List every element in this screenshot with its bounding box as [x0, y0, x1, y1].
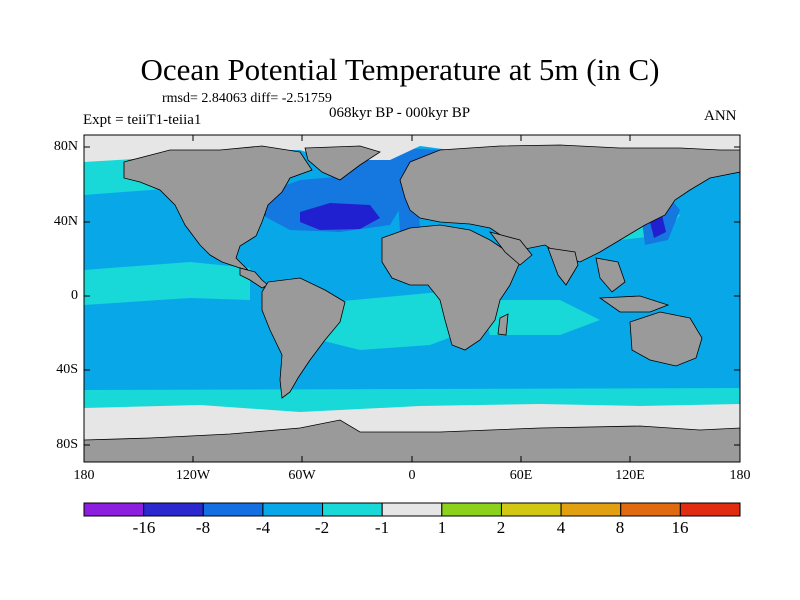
ocean-band-slight [84, 262, 250, 305]
colorbar-level-label: 4 [556, 518, 566, 537]
colorbar-box [381, 502, 443, 517]
period-label: 068kyr BP - 000kyr BP [329, 105, 471, 121]
colorbar-level-label: 8 [615, 518, 625, 537]
experiment-label: Expt = teiiT1-teiia1 [83, 112, 202, 128]
map-panel [83, 134, 741, 463]
colorbar-level-label: -8 [195, 518, 211, 537]
colorbar-level-label: 2 [496, 518, 506, 537]
land-greenland [304, 145, 381, 181]
lat-label: 80S [56, 437, 78, 452]
colorbar-level-label: 1 [437, 518, 447, 537]
land-indonesia [598, 295, 670, 313]
lon-label: 60E [509, 468, 533, 483]
colorbar-box [322, 502, 383, 517]
land-north-america [123, 145, 313, 271]
lat-label: 0 [71, 288, 78, 303]
colorbar-box [202, 502, 264, 517]
colorbar-box [143, 502, 204, 517]
land-southeast-asia [595, 257, 626, 293]
season-label: ANN [704, 108, 737, 124]
lon-label: 120E [615, 468, 645, 483]
colorbar-box [441, 502, 502, 517]
land-masses [83, 144, 741, 463]
colorbar-box [679, 502, 741, 517]
lon-label: 180 [729, 468, 751, 483]
land-eurasia [399, 144, 741, 263]
land-south-america [261, 277, 346, 399]
colorbar-box [262, 502, 324, 517]
colorbar-box [83, 502, 145, 517]
land-africa [381, 224, 521, 351]
lon-label: 120W [175, 468, 211, 483]
lat-label: 40N [53, 214, 78, 229]
colorbar-level-label: -1 [374, 518, 390, 537]
lat-label: 40S [56, 362, 78, 377]
lon-label: 60W [288, 468, 316, 483]
map-title: Ocean Potential Temperature at 5m (in C) [140, 52, 660, 87]
ocean-band-slight [480, 300, 600, 335]
land-arabia [488, 231, 533, 266]
axis-ticks [83, 135, 741, 462]
colorbar-level-label: -16 [132, 518, 156, 537]
colorbar-level-label: -4 [255, 518, 271, 537]
land-australia [629, 311, 703, 367]
land-madagascar [497, 313, 509, 336]
lat-label: 80N [53, 139, 78, 154]
lon-label: 180 [73, 468, 95, 483]
colorbar-level-label: -2 [314, 518, 330, 537]
land-india [547, 247, 579, 286]
colorbar [83, 502, 741, 517]
colorbar-box [620, 502, 681, 517]
colorbar-box [560, 502, 622, 517]
stats-text: rmsd= 2.84063 diff= -2.51759 [162, 91, 332, 106]
lon-label: 0 [408, 468, 416, 483]
colorbar-box [500, 502, 562, 517]
colorbar-level-label: 16 [671, 518, 689, 537]
ocean-coldest-region [300, 203, 380, 230]
